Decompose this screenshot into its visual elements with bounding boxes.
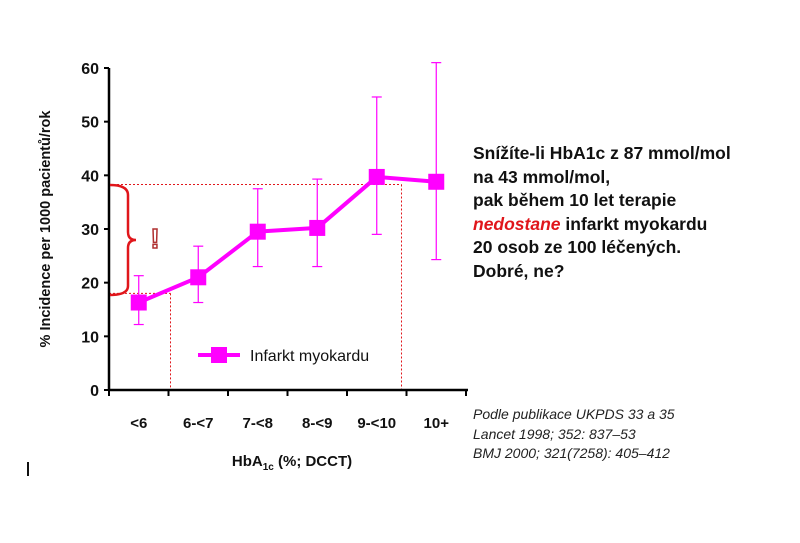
x-tick-label: 9-<10	[357, 415, 396, 432]
y-tick-label: 0	[90, 383, 99, 400]
conclusion-note: Snížíte-li HbA1c z 87 mmol/mol na 43 mmo…	[473, 142, 731, 284]
text-cursor	[27, 462, 29, 476]
note-line: 20 osob ze 100 léčených.	[473, 237, 682, 258]
source-line: BMJ 2000; 321(7258): 405–412	[473, 445, 670, 462]
brace-annotation: !	[109, 183, 160, 297]
x-axis-label: HbA1c (%; DCCT)	[232, 453, 352, 473]
source-line: Lancet 1998; 352: 837–53	[473, 425, 636, 442]
data-point	[368, 168, 385, 185]
note-line: nedostane infarkt myokardu	[473, 213, 708, 234]
source-line: Podle publikace UKPDS 33 a 35	[473, 406, 675, 422]
note-emphasis: nedostane	[473, 213, 561, 234]
series-line	[137, 174, 437, 305]
y-tick-label: 40	[81, 168, 99, 185]
x-tick-label: <6	[130, 415, 147, 432]
data-point	[428, 173, 445, 190]
note-line: Dobré, ne?	[473, 260, 565, 281]
note-line: na 43 mmol/mol,	[473, 166, 611, 187]
source-citation: Podle publikace UKPDS 33 a 35 Lancet 199…	[473, 405, 675, 464]
note-line: pak během 10 let terapie	[473, 190, 677, 211]
y-tick-label: 20	[81, 276, 99, 293]
note-line: Snížíte-li HbA1c z 87 mmol/mol	[473, 143, 731, 163]
data-point	[190, 269, 207, 286]
legend-label: Infarkt myokardu	[250, 348, 369, 365]
x-tick-label: 10+	[424, 415, 450, 432]
x-tick-label: 8-<9	[302, 415, 332, 432]
y-tick-label: 30	[81, 222, 99, 239]
legend-marker	[211, 347, 227, 363]
exclamation-mark: !	[150, 223, 159, 254]
legend: Infarkt myokardu	[198, 347, 369, 365]
y-tick-label: 60	[81, 61, 99, 78]
data-point	[249, 223, 266, 240]
data-point	[309, 219, 326, 236]
x-tick-label: 7-<8	[243, 415, 273, 432]
x-tick-label: 6-<7	[183, 415, 213, 432]
y-tick-label: 50	[81, 115, 99, 132]
data-point	[130, 294, 147, 311]
y-axis-label: % Incidence per 1000 pacientů/rok	[38, 110, 54, 348]
y-tick-label: 10	[81, 329, 99, 346]
